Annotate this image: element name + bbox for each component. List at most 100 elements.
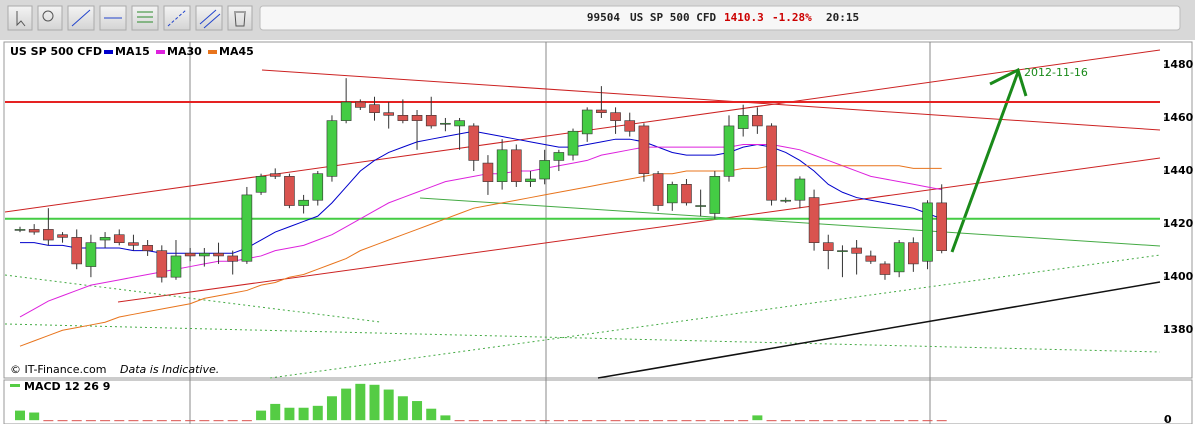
macd-bar [256,410,267,421]
macd-bar [426,408,437,421]
candle-body [156,250,168,278]
candle-body [610,112,621,121]
candle-body [695,205,706,207]
macd-bar [936,420,947,422]
macd-bar [724,420,734,422]
candle-body [666,184,678,204]
candle-body [28,229,40,233]
macd-bar [43,420,54,422]
candle-body [596,109,607,113]
candle-body [737,115,749,129]
candle-body [837,250,848,252]
candle-body [525,178,536,182]
zoom-tool[interactable] [37,5,63,31]
trendline [597,281,1161,379]
quote-bar [259,5,1181,31]
annotation: 2012-11-16 [1024,66,1088,79]
macd-bar [468,420,479,422]
candle-body [113,234,125,243]
macd-bar [142,420,153,422]
candle-body [213,252,224,257]
candle-body [142,245,153,251]
candle-body [355,101,366,108]
candle-body [482,162,494,182]
legend: US SP 500 CFD [10,45,102,58]
legend-label: MA30 [167,45,202,58]
channel-icon [167,9,187,27]
macd-bar [482,420,493,422]
macd-bar [653,420,664,422]
macd-bar [511,420,522,422]
macd-bar [766,420,777,422]
candle-body [681,184,692,204]
candle-body [922,202,933,262]
macd-bar [156,420,167,422]
legend-symbol: US SP 500 CFD [10,45,102,58]
candle-body [241,194,253,262]
candle-body [425,115,437,127]
candle-body [766,125,777,201]
candle-body [865,255,877,262]
fib-tool[interactable] [131,5,159,31]
macd-bar [412,401,423,421]
candle-body [298,199,309,206]
macd-bar [908,420,919,422]
disclaimer: Data is Indicative. [120,363,219,376]
macd-bar [128,420,139,422]
candle-body [128,242,139,246]
macd-bar [837,420,848,422]
moving-average [19,165,942,347]
candle-body [808,197,820,243]
macd-bar [114,420,125,422]
candle-body [227,255,238,262]
macd-bar [199,420,210,422]
macd-bar [780,420,791,422]
parallel-tool[interactable] [195,5,223,31]
macd-bar [525,420,536,422]
legend-label: MA15 [115,45,150,58]
macd-bar [71,420,82,422]
macd-bar [794,420,805,422]
macd-bar [29,412,40,421]
candle-body [879,263,891,275]
macd-bar [312,405,323,421]
macd-bar [85,420,96,422]
candle-body [383,112,394,116]
candle-body [269,173,281,177]
y-tick-label: 1480 [1163,58,1194,71]
quote-price: 1410.3 [724,11,764,24]
y-tick-label: 1460 [1163,111,1194,124]
macd-bar [100,420,111,422]
candle-body [57,234,68,238]
tool-buttons [7,5,253,31]
candle-body [85,242,97,267]
candle-body [581,109,593,135]
macd-panel [3,379,1193,424]
macd-bar [341,388,352,421]
drawn-lines [4,49,1161,379]
macd-bar [823,420,834,422]
candle-body [170,255,182,278]
candle-body [255,176,267,193]
macd-title: MACD 12 26 9 [24,380,110,393]
candle-body [468,125,480,161]
macd-bar [383,389,394,421]
macd-bar [397,396,408,421]
macd-bar [284,407,295,421]
candle-body [99,237,111,241]
zoom-icon [42,10,54,22]
macd-bar [185,420,196,422]
candle-body [510,149,522,182]
fib-icon [137,11,153,23]
macd-bar [865,420,876,422]
y-tick-label: 1420 [1163,217,1194,230]
candle-body [638,125,650,174]
pointer-tool[interactable] [7,5,33,31]
candle-body [723,125,735,177]
candle-body [624,120,636,132]
candle-body [709,176,721,214]
candle-body [936,202,948,251]
macd-bar [752,415,763,421]
macd-bar [709,420,720,422]
